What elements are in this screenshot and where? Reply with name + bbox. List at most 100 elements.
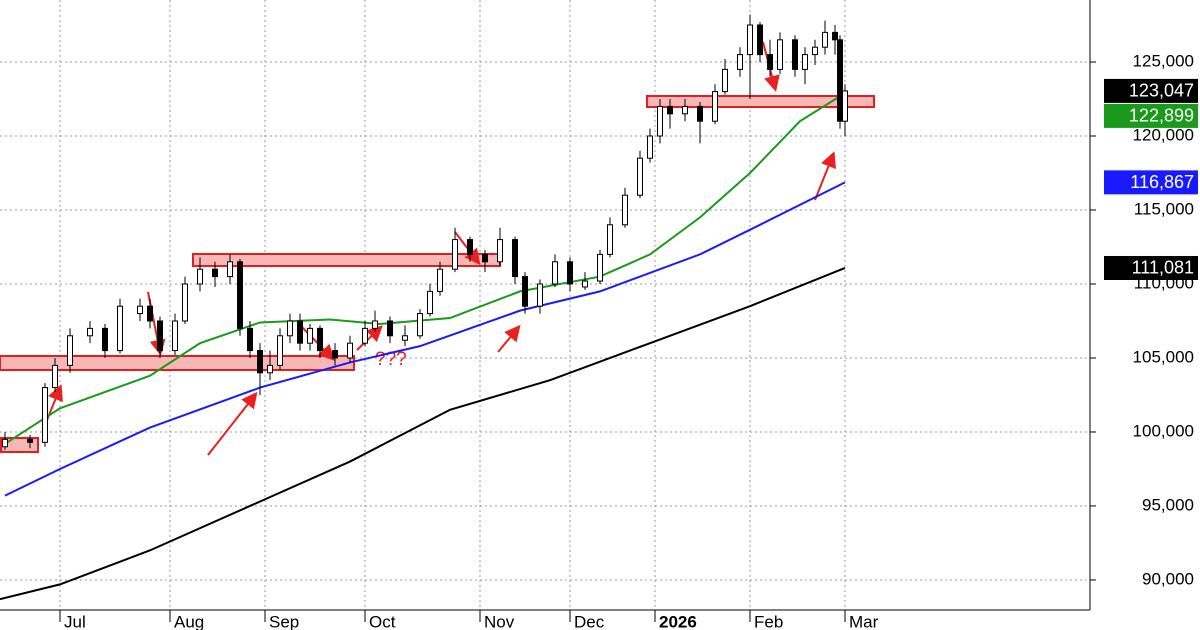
candle-body <box>622 194 628 226</box>
candle-body <box>317 327 323 352</box>
candle-body <box>637 157 643 196</box>
candle-body <box>52 364 58 389</box>
y-tick-label: 120,000 <box>1133 125 1194 144</box>
axes: 90,00095,000100,000105,000110,000115,000… <box>59 51 1198 630</box>
candle-body <box>822 31 828 48</box>
ma-line <box>0 267 846 601</box>
candle-body <box>387 320 393 337</box>
candle-body <box>837 39 843 122</box>
candle-body <box>682 105 688 115</box>
arrow <box>356 325 383 351</box>
price-tag <box>1104 170 1198 195</box>
candle-body <box>812 46 818 56</box>
x-tick-label: Dec <box>574 612 605 630</box>
candle-body <box>777 39 783 70</box>
candle-body <box>452 239 458 270</box>
candle-body <box>792 39 798 70</box>
y-tick-label: 115,000 <box>1134 199 1194 218</box>
price-tag-label: 123,047 <box>1129 81 1194 101</box>
candle-body <box>402 335 408 341</box>
candle-body <box>667 105 673 115</box>
x-tick-label: Aug <box>174 612 204 630</box>
candle-body <box>147 305 153 322</box>
price-tag <box>1104 78 1198 103</box>
candle-body <box>657 105 663 137</box>
candle-body <box>172 320 178 352</box>
x-tick-label: Sep <box>269 612 299 630</box>
candle-body <box>567 261 573 285</box>
candle-body <box>697 105 703 122</box>
x-tick-label: Feb <box>754 612 783 630</box>
candle-body <box>237 261 243 329</box>
candle-body <box>2 438 8 448</box>
candle-body <box>362 327 368 344</box>
arrow <box>207 391 258 456</box>
candle-body <box>267 364 273 374</box>
y-tick-label: 90,000 <box>1142 569 1194 588</box>
candle-body <box>212 268 218 278</box>
y-tick-label: 105,000 <box>1133 347 1194 366</box>
candle-body <box>137 305 143 315</box>
candle-body <box>437 268 443 292</box>
y-tick-label: 100,000 <box>1133 421 1194 440</box>
candle-body <box>597 253 603 282</box>
price-tag <box>1104 103 1198 128</box>
ma-line <box>4 92 846 445</box>
ma-line <box>4 181 846 497</box>
candle-body <box>27 438 33 443</box>
candle-body <box>297 320 303 344</box>
candle-body <box>582 280 588 288</box>
candle-body <box>737 54 743 70</box>
candle-body <box>832 31 838 41</box>
x-tick-label: 2026 <box>659 612 697 630</box>
arrow <box>497 324 521 353</box>
candle-body <box>522 276 528 307</box>
x-tick-label: Oct <box>369 612 396 630</box>
price-tag-label: 116,867 <box>1130 172 1194 192</box>
highlight-box <box>646 95 875 108</box>
candle-body <box>497 239 503 263</box>
candle-body <box>722 68 728 93</box>
candle-body <box>802 54 808 70</box>
candle-body <box>467 239 473 255</box>
candle-body <box>767 54 773 70</box>
candle-body <box>607 224 613 255</box>
arrow <box>299 324 335 361</box>
candle-body <box>287 320 293 337</box>
y-tick-label: 95,000 <box>1142 495 1194 514</box>
arrow <box>814 151 836 201</box>
candle-body <box>102 327 108 352</box>
candle-body <box>747 24 753 56</box>
candle-body <box>42 387 48 443</box>
candle-body <box>332 350 338 359</box>
candle-body <box>417 313 423 337</box>
candle-body <box>227 261 233 278</box>
highlight-box <box>0 355 355 371</box>
candle-body <box>257 350 263 374</box>
arrow <box>454 231 481 266</box>
x-tick-label: Nov <box>484 612 515 630</box>
candle-body <box>372 320 378 329</box>
x-tick-label: Jul <box>64 612 86 630</box>
candle-body <box>537 283 543 307</box>
y-tick-label: 125,000 <box>1133 51 1194 70</box>
candle-body <box>197 268 203 285</box>
candle-body <box>512 239 518 278</box>
candle-body <box>247 327 253 352</box>
candle-body <box>277 335 283 366</box>
plot <box>0 14 848 601</box>
candle-body <box>67 335 73 366</box>
candle-body <box>552 261 558 285</box>
candle-body <box>307 327 313 344</box>
candle-body <box>647 135 653 159</box>
candle-body <box>427 290 433 315</box>
candle-body <box>182 283 188 322</box>
candle-body <box>87 327 93 337</box>
price-tag-label: 111,081 <box>1132 258 1194 278</box>
candle-body <box>157 320 163 352</box>
candle-body <box>757 24 763 56</box>
x-tick-label: Mar <box>849 612 879 630</box>
annotations: ??? <box>0 41 875 456</box>
candle-body <box>482 253 488 263</box>
